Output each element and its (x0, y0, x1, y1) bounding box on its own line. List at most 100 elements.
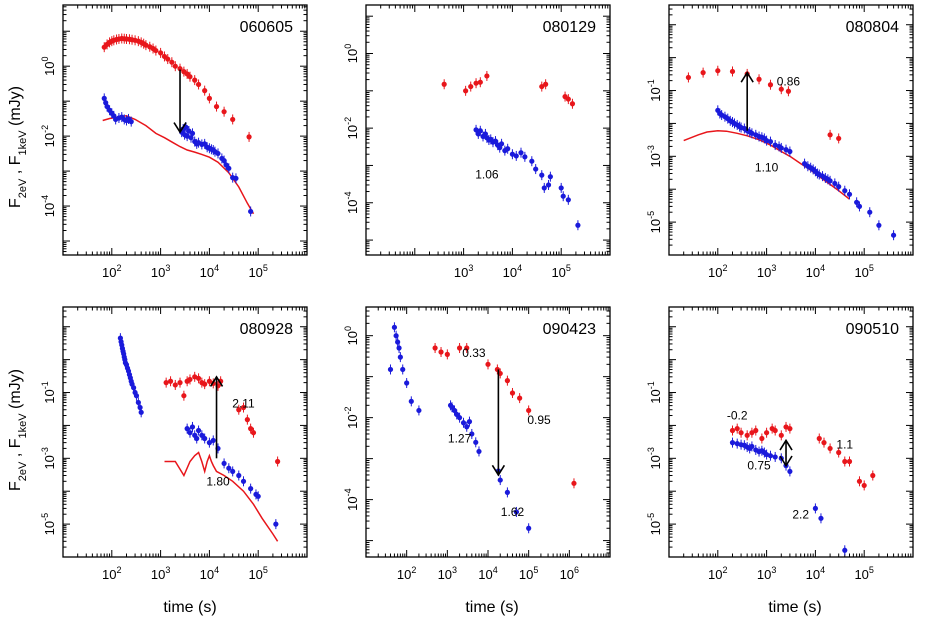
data-point (473, 439, 479, 445)
data-point (513, 153, 519, 159)
data-point (137, 404, 143, 411)
data-point (195, 375, 202, 381)
data-point (189, 424, 196, 430)
data-point (456, 415, 463, 421)
data-point (749, 430, 755, 436)
y-tick-label: 10-4 (343, 488, 360, 510)
y-tick-label: 10-2 (343, 406, 360, 428)
data-point (215, 150, 221, 157)
arrow-head (740, 71, 754, 83)
data-point (187, 74, 193, 80)
data-point (226, 165, 232, 171)
data-point (836, 184, 842, 190)
x-tick-label: 103 (438, 565, 457, 582)
data-point (856, 478, 863, 484)
tick-marks (62, 307, 308, 558)
x-tick-label: 104 (806, 565, 825, 582)
data-point (785, 88, 792, 94)
data-point (202, 435, 208, 442)
data-point (539, 172, 545, 178)
data-point (192, 77, 198, 83)
data-point (505, 146, 511, 152)
data-point (213, 103, 220, 110)
data-point (545, 182, 552, 188)
y-tick-label: 10-2 (40, 125, 57, 147)
data-point (248, 208, 254, 215)
data-point (248, 486, 254, 492)
x-tick-label: 105 (854, 263, 873, 280)
data-point (547, 174, 553, 180)
data-point (387, 366, 394, 373)
xlabel-left: time (s) (163, 599, 216, 616)
data-point (575, 222, 581, 228)
data-point (230, 468, 236, 475)
slope-annotation: 1.1 (836, 437, 853, 451)
slope-annotation: 1.10 (755, 160, 779, 174)
data-point (492, 138, 499, 144)
data-point (565, 197, 571, 203)
data-point (484, 73, 490, 79)
data-point (816, 435, 822, 442)
data-point (236, 407, 242, 413)
data-point (104, 103, 110, 110)
y-tick-label: 10-5 (646, 513, 663, 535)
series-xray (729, 437, 848, 556)
data-point (778, 145, 784, 151)
data-point (246, 134, 252, 140)
data-point (729, 68, 736, 75)
x-tick-label: 103 (151, 565, 170, 582)
x-tick-label: 103 (757, 565, 776, 582)
x-tick-label: 102 (102, 565, 121, 582)
series-xray (473, 124, 581, 231)
y-tick-label: 10-5 (40, 513, 57, 535)
data-point (856, 203, 863, 210)
data-point (408, 398, 414, 404)
panel-title: 080804 (846, 19, 899, 36)
data-point (767, 82, 774, 88)
tick-marks (668, 5, 914, 256)
data-point (753, 427, 759, 434)
ylabel-top: F2eV , F1keV (mJy) (7, 86, 29, 208)
panel-080928: 102 103 104 105 10-1 10-3 10-5 2.11 1.80 080928 (40, 306, 308, 582)
slope-annotation: 1.27 (448, 431, 472, 445)
series-optical (685, 65, 842, 144)
data-point (158, 50, 164, 56)
y-tick-label: 10-5 (646, 211, 663, 233)
data-point (787, 426, 793, 432)
data-point (778, 86, 784, 92)
data-point (172, 63, 178, 69)
data-point (513, 509, 520, 515)
data-point (569, 101, 576, 107)
data-point (463, 88, 469, 94)
x-tick-label: 106 (560, 565, 579, 582)
data-point (133, 393, 140, 399)
data-point (194, 435, 200, 442)
data-point (451, 407, 458, 414)
data-point (187, 430, 193, 436)
slope-annotation: 1.62 (501, 505, 525, 519)
y-tick-label: 10-1 (40, 381, 57, 403)
x-tick-label: 102 (708, 565, 727, 582)
slope-annotation: 1.80 (206, 474, 230, 488)
data-point (153, 47, 159, 54)
data-point (244, 417, 250, 423)
series-xray (101, 93, 254, 217)
xlabel-right: time (s) (768, 599, 821, 616)
data-point (221, 157, 227, 164)
data-point (273, 521, 279, 527)
series-xray (387, 322, 532, 534)
panel-frame (62, 4, 308, 256)
data-point (202, 381, 208, 387)
panel-title: 090510 (846, 321, 899, 338)
x-tick-label: 102 (397, 565, 416, 582)
slope-annotation: 0.33 (462, 346, 486, 360)
data-point (836, 449, 842, 456)
y-tick-label: 100 (343, 44, 360, 63)
arrow-head (173, 122, 187, 134)
data-point (498, 141, 505, 147)
data-point (169, 59, 175, 65)
tick-marks (62, 5, 308, 256)
series-xray (117, 333, 279, 530)
data-point (466, 419, 473, 425)
